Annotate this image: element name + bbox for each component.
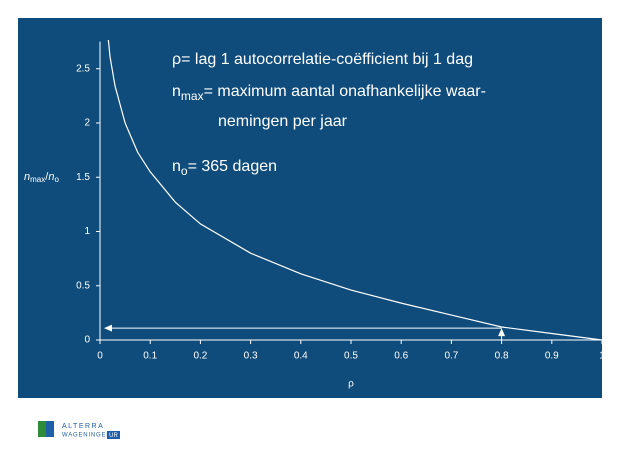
logo-name: ALTERRA (62, 423, 104, 430)
x-tick-label: 0.5 (344, 351, 358, 362)
logo-mark (38, 421, 46, 437)
y-axis-label: nmax/no (24, 171, 59, 184)
x-tick-label: 0.6 (394, 351, 408, 362)
x-tick-label: 0.8 (495, 351, 509, 362)
y-tick-label: 1 (84, 226, 90, 237)
logo: ALTERRA WAGENINGEN UR (38, 421, 120, 439)
y-tick-label: 0.5 (76, 280, 90, 291)
annotation: no= 365 dagen (172, 158, 277, 178)
logo-org: WAGENINGEN (62, 433, 111, 439)
x-tick-label: 0.1 (143, 351, 157, 362)
x-tick-label: 1 (599, 351, 605, 362)
arrow-head (104, 324, 112, 332)
x-tick-label: 0.7 (444, 351, 458, 362)
annotation: nemingen per jaar (218, 113, 348, 130)
y-tick-label: 2.5 (76, 63, 90, 74)
y-tick-label: 1.5 (76, 172, 90, 183)
x-tick-label: 0.2 (193, 351, 207, 362)
x-tick-label: 0.4 (294, 351, 308, 362)
x-tick-label: 0.3 (244, 351, 258, 362)
annotation: ρ= lag 1 autocorrelatie-coëfficient bij … (172, 51, 473, 68)
logo-mark (46, 421, 54, 437)
y-tick-label: 2 (84, 118, 90, 129)
x-tick-label: 0.9 (545, 351, 559, 362)
background-panel (18, 18, 602, 398)
logo-badge (107, 431, 120, 439)
x-axis-label: ρ (348, 379, 354, 390)
curve (107, 40, 603, 341)
annotation: nmax= maximum aantal onafhankelijke waar… (172, 83, 486, 103)
logo-badge-text: UR (109, 433, 118, 439)
arrow-head (498, 328, 506, 337)
chart: 0 0.5 1 1.5 2 2.5 0 0.1 0.2 0.3 0.4 0.5 0.6 0.7 0.8 0.9… (76, 40, 605, 362)
x-tick-label: 0 (97, 351, 103, 362)
y-tick-label: 0 (84, 335, 90, 346)
